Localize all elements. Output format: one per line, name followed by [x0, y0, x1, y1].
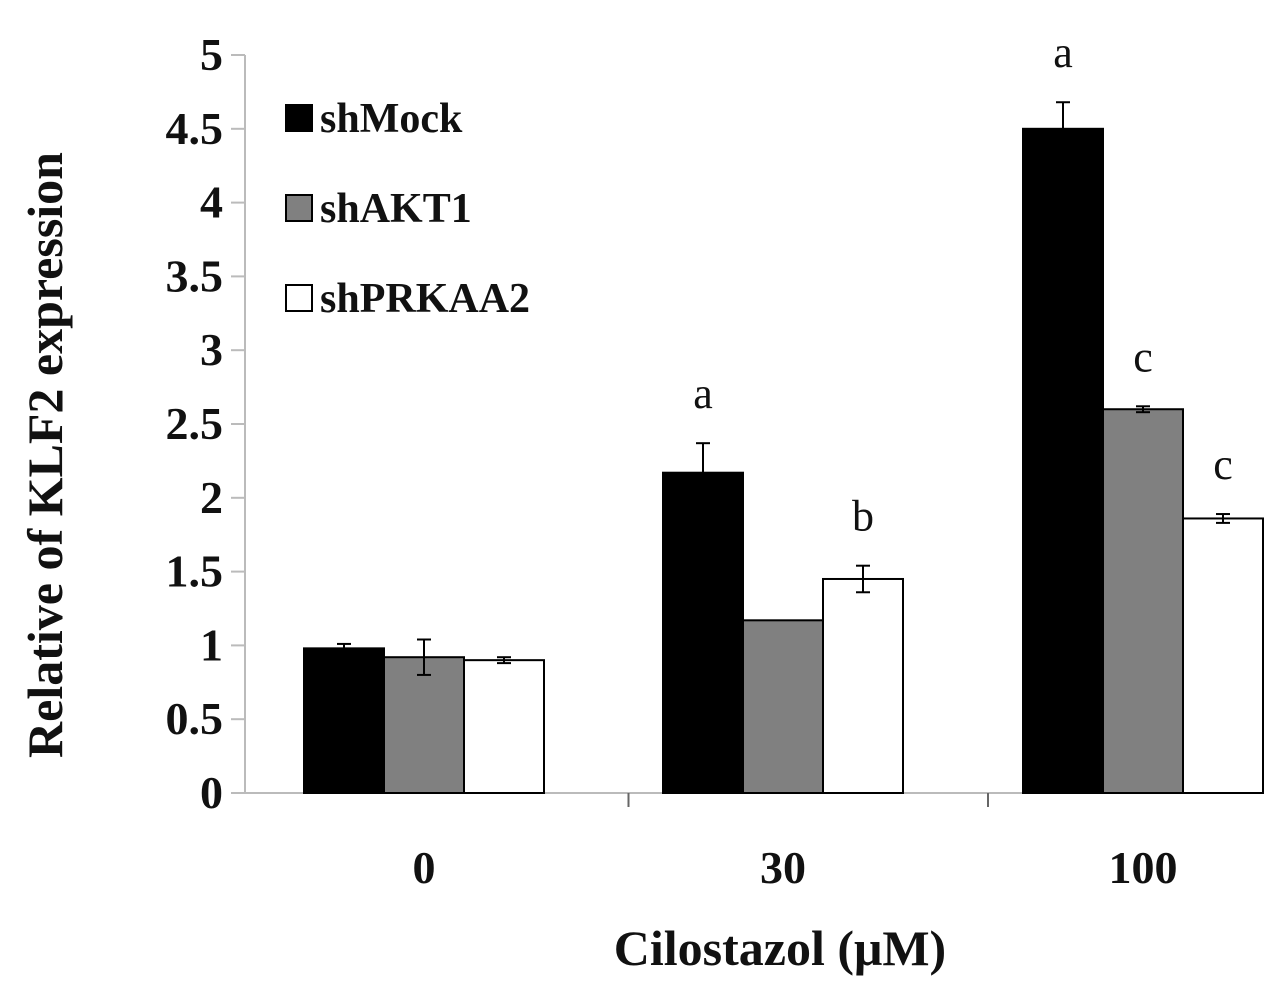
- bar: [383, 656, 465, 795]
- y-tick-label: 3: [200, 324, 223, 375]
- bars-layer: [303, 101, 1264, 795]
- bar: [303, 647, 385, 794]
- bar: [822, 577, 904, 794]
- legend-swatch: [285, 104, 313, 132]
- bar: [1022, 127, 1104, 795]
- significance-label: a: [693, 369, 713, 418]
- labels-layer: 0 0.5 1 1.5 2 2.5 3 3.5 4 4.5 5 0 30 100 a a c b c: [166, 28, 1233, 893]
- significance-label: c: [1213, 440, 1233, 489]
- y-tick-label: 5: [200, 29, 223, 80]
- bar: [1182, 517, 1264, 794]
- y-tick-label: 1.5: [166, 546, 224, 597]
- bar: [662, 471, 744, 794]
- legend-swatch: [285, 284, 313, 312]
- y-tick-label: 4: [200, 177, 223, 228]
- significance-label: a: [1053, 28, 1073, 77]
- y-tick-label: 4.5: [166, 103, 224, 154]
- legend-swatch: [285, 194, 313, 222]
- y-tick-label: 2.5: [166, 398, 224, 449]
- y-tick-label: 3.5: [166, 250, 224, 301]
- significance-label: c: [1133, 332, 1153, 381]
- x-tick-label: 30: [760, 842, 806, 893]
- legend-label: shPRKAA2: [320, 276, 530, 322]
- significance-label: b: [852, 492, 874, 541]
- legend-label: shMock: [320, 96, 463, 142]
- y-tick-label: 0: [200, 767, 223, 818]
- x-axis-title: Cilostazol (μM): [614, 920, 946, 976]
- x-tick-label: 100: [1109, 842, 1178, 893]
- x-tick-label: 0: [413, 842, 436, 893]
- y-axis-title: Relative of KLF2 expression: [17, 152, 73, 758]
- y-tick-label: 1: [200, 619, 223, 670]
- bar: [463, 659, 545, 794]
- legend-label: shAKT1: [320, 186, 472, 232]
- legend: shMock shAKT1 shPRKAA2: [285, 96, 530, 322]
- y-tick-label: 2: [200, 472, 223, 523]
- bar: [1102, 408, 1184, 794]
- bar: [742, 619, 824, 794]
- y-tick-label: 0.5: [166, 693, 224, 744]
